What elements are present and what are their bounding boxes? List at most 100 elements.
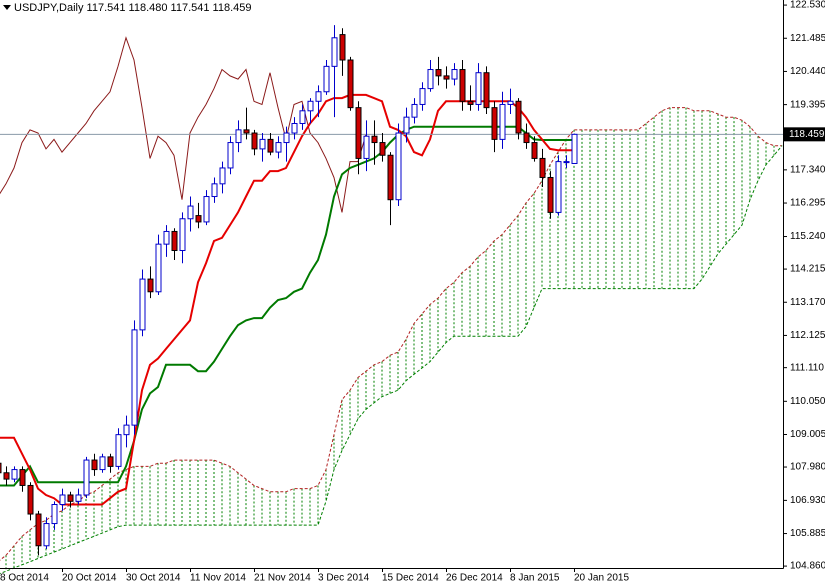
chart-header: USDJPY,Daily 117.541 118.480 117.541 118… <box>14 2 252 14</box>
candle-body <box>475 72 482 105</box>
y-tick-label: 113.170 <box>790 297 825 308</box>
candle-body <box>371 135 378 144</box>
candle-body <box>515 100 522 134</box>
y-tick-label: 112.125 <box>790 330 825 341</box>
candle-body <box>307 100 314 112</box>
candle-body <box>203 196 210 223</box>
candle-body <box>91 459 98 471</box>
candle-body <box>51 504 58 525</box>
y-tick-label: 107.980 <box>790 462 825 473</box>
candle-body <box>259 138 266 150</box>
candle-body <box>179 218 186 252</box>
candle-body <box>427 69 434 90</box>
y-tick-label: 114.215 <box>790 264 825 275</box>
last-price-box <box>784 127 825 142</box>
y-tick-label: 111.110 <box>790 362 824 373</box>
candle-body <box>275 142 282 153</box>
candle-body <box>0 462 2 474</box>
y-tick-label: 117.340 <box>790 165 825 176</box>
x-tick-label: 8 Jan 2015 <box>510 573 560 584</box>
candle-body <box>115 434 122 467</box>
candle-body <box>187 205 194 220</box>
candle-body <box>507 100 514 105</box>
candle-body <box>123 424 130 436</box>
candle-body <box>403 116 410 134</box>
candle-body <box>211 183 218 198</box>
candle-body <box>235 129 242 144</box>
candle-body <box>75 494 82 502</box>
candle-body <box>139 278 146 331</box>
candle-body <box>195 215 202 223</box>
kijun-sen <box>0 125 574 487</box>
candle-body <box>483 72 490 109</box>
x-tick-label: 20 Jan 2015 <box>574 573 629 584</box>
candle-body <box>67 494 74 502</box>
candle-body <box>155 243 162 293</box>
candle-body <box>355 107 362 159</box>
candle-body <box>283 132 290 144</box>
candle-body <box>19 469 26 486</box>
candle-body <box>267 138 274 153</box>
y-tick-label: 120.440 <box>790 66 825 77</box>
candle-body <box>339 34 346 61</box>
x-tick-label: 11 Nov 2014 <box>190 573 246 584</box>
y-tick-label: 119.395 <box>790 99 825 110</box>
last-price-label: 118.459 <box>789 129 825 140</box>
candle-body <box>227 142 234 169</box>
x-tick-label: 15 Dec 2014 <box>382 573 439 584</box>
x-tick-label: 30 Oct 2014 <box>126 573 181 584</box>
candle-body <box>459 69 466 102</box>
candle-body <box>291 123 298 134</box>
candle-body <box>323 65 330 93</box>
symbol-icon <box>3 5 11 10</box>
candle-body <box>555 161 562 213</box>
candle-body <box>539 157 546 178</box>
y-tick-label: 106.930 <box>790 495 825 506</box>
candle-body <box>443 75 450 80</box>
candle-body <box>363 135 370 159</box>
x-tick-label: 21 Nov 2014 <box>254 573 311 584</box>
candle-body <box>59 494 66 506</box>
y-tick-label: 116.295 <box>790 198 825 209</box>
candle-body <box>107 456 114 467</box>
y-tick-label: 104.860 <box>790 561 825 572</box>
candle-body <box>435 69 442 77</box>
y-tick-label: 121.485 <box>790 33 825 44</box>
candle-body <box>299 110 306 125</box>
y-tick-label: 105.885 <box>790 528 825 539</box>
candle-body <box>35 513 42 547</box>
candle-body <box>171 230 178 252</box>
candle-body <box>419 88 426 105</box>
candle-body <box>523 132 530 144</box>
x-tick-label: 3 Dec 2014 <box>318 573 370 584</box>
candle-body <box>163 230 170 245</box>
candle-body <box>331 37 338 67</box>
candle-body <box>347 59 354 109</box>
candle-body <box>243 129 250 134</box>
candle-body <box>99 456 106 471</box>
candle-body <box>467 100 474 105</box>
candle-body <box>491 107 498 140</box>
candle-body <box>387 154 394 201</box>
candle-body <box>131 329 138 426</box>
candle-body <box>147 278 154 293</box>
candle-body <box>27 484 34 515</box>
x-tick-label: 8 Oct 2014 <box>0 573 49 584</box>
candle-body <box>547 176 554 213</box>
candle-body <box>531 142 538 159</box>
candle-body <box>379 142 386 156</box>
candle-body <box>43 523 50 547</box>
candle-body <box>3 472 10 480</box>
x-tick-label: 26 Dec 2014 <box>446 573 503 584</box>
candle-body <box>11 469 18 480</box>
candle-body <box>315 91 322 102</box>
candle-body <box>411 103 418 118</box>
candle-body <box>251 132 258 150</box>
candle-body <box>563 161 570 164</box>
plot-area <box>0 25 783 575</box>
candle-body <box>219 167 226 185</box>
candle-body <box>395 132 402 201</box>
